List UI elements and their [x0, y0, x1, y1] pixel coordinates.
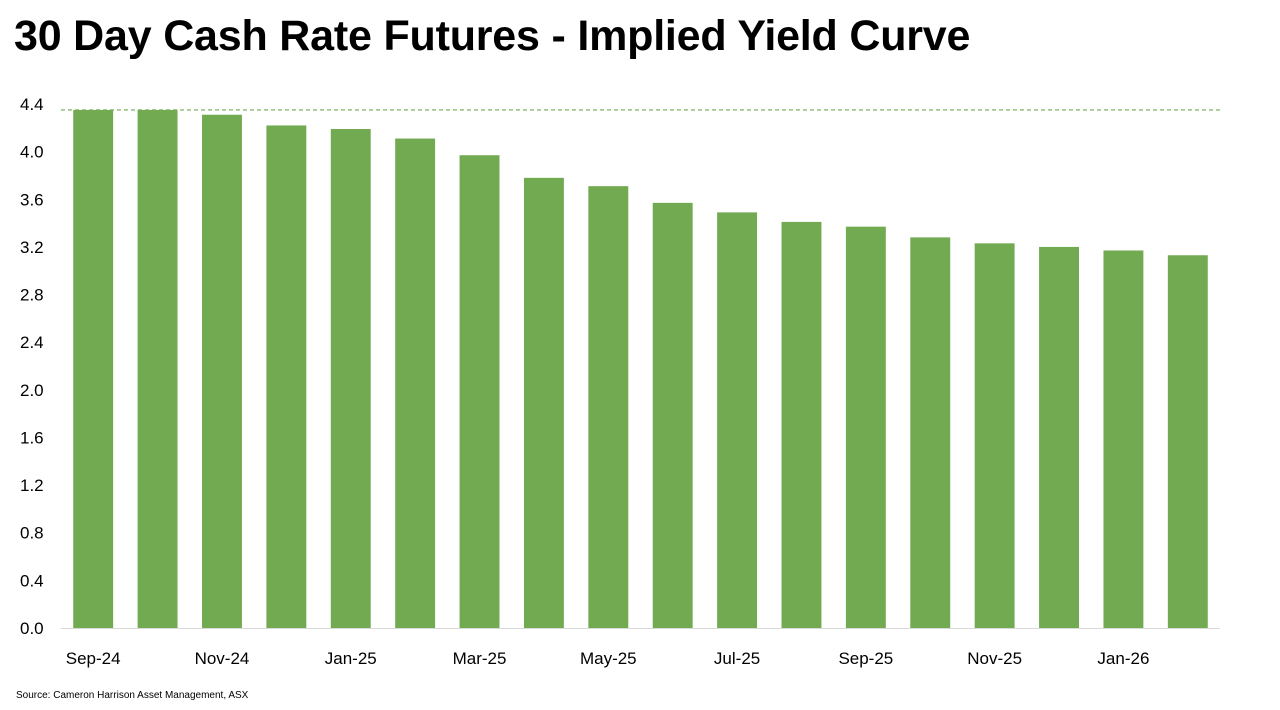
- y-tick-label: 2.8: [20, 286, 44, 305]
- y-tick-label: 3.2: [20, 238, 44, 257]
- bar-series: [73, 109, 1208, 629]
- bar-Jan-25: [330, 129, 371, 628]
- y-tick-label: 4.0: [20, 143, 44, 162]
- x-tick-label: Nov-24: [195, 649, 250, 668]
- bar-May-25: [588, 186, 629, 629]
- bar-Mar-25: [459, 155, 500, 628]
- y-axis-tick-labels: 0.0 0.4 0.8 1.2 1.6 2.0 2.4 2.8 3.2 3.6 4.0 4.4: [20, 95, 44, 638]
- bar-Dec-24: [266, 125, 307, 628]
- bar-chart: 0.0 0.4 0.8 1.2 1.6 2.0 2.4 2.8 3.2 3.6 4.0 4.4 Sep…: [20, 95, 1220, 668]
- bar-Sep-24: [73, 109, 114, 628]
- x-tick-label: Mar-25: [453, 649, 507, 668]
- y-tick-label: 0.8: [20, 524, 44, 543]
- y-tick-label: 2.4: [20, 333, 44, 352]
- bar-Jul-25: [717, 212, 758, 628]
- x-axis-tick-labels: Sep-24 Nov-24 Jan-25 Mar-25 May-25 Jul-25 Sep-…: [66, 649, 1150, 668]
- y-tick-label: 3.6: [20, 190, 44, 209]
- bar-Jan-26: [1103, 250, 1144, 629]
- x-tick-label: May-25: [580, 649, 637, 668]
- y-tick-label: 0.0: [20, 619, 44, 638]
- bar-Nov-25: [974, 243, 1015, 628]
- y-tick-label: 0.4: [20, 571, 44, 590]
- y-tick-label: 1.6: [20, 428, 44, 447]
- bar-Oct-24: [137, 109, 178, 628]
- x-tick-label: Nov-25: [967, 649, 1022, 668]
- bar-Apr-25: [523, 177, 564, 628]
- x-tick-label: Jan-26: [1097, 649, 1149, 668]
- y-tick-label: 2.0: [20, 381, 44, 400]
- x-tick-label: Jan-25: [325, 649, 377, 668]
- bar-Sep-25: [845, 226, 886, 628]
- bar-Nov-24: [202, 114, 242, 629]
- bar-Feb-25: [395, 138, 436, 629]
- bar-Jun-25: [652, 202, 693, 628]
- bar-Feb-26: [1167, 255, 1208, 628]
- x-tick-label: Jul-25: [714, 649, 760, 668]
- y-tick-label: 4.4: [20, 95, 44, 114]
- bar-Dec-25: [1039, 246, 1079, 628]
- bar-Oct-25: [910, 237, 951, 628]
- x-tick-label: Sep-24: [66, 649, 121, 668]
- bar-Aug-25: [781, 221, 822, 628]
- source-note: Source: Cameron Harrison Asset Managemen…: [16, 690, 249, 701]
- x-tick-label: Sep-25: [838, 649, 893, 668]
- chart-title: 30 Day Cash Rate Futures - Implied Yield…: [14, 12, 971, 60]
- y-tick-label: 1.2: [20, 476, 44, 495]
